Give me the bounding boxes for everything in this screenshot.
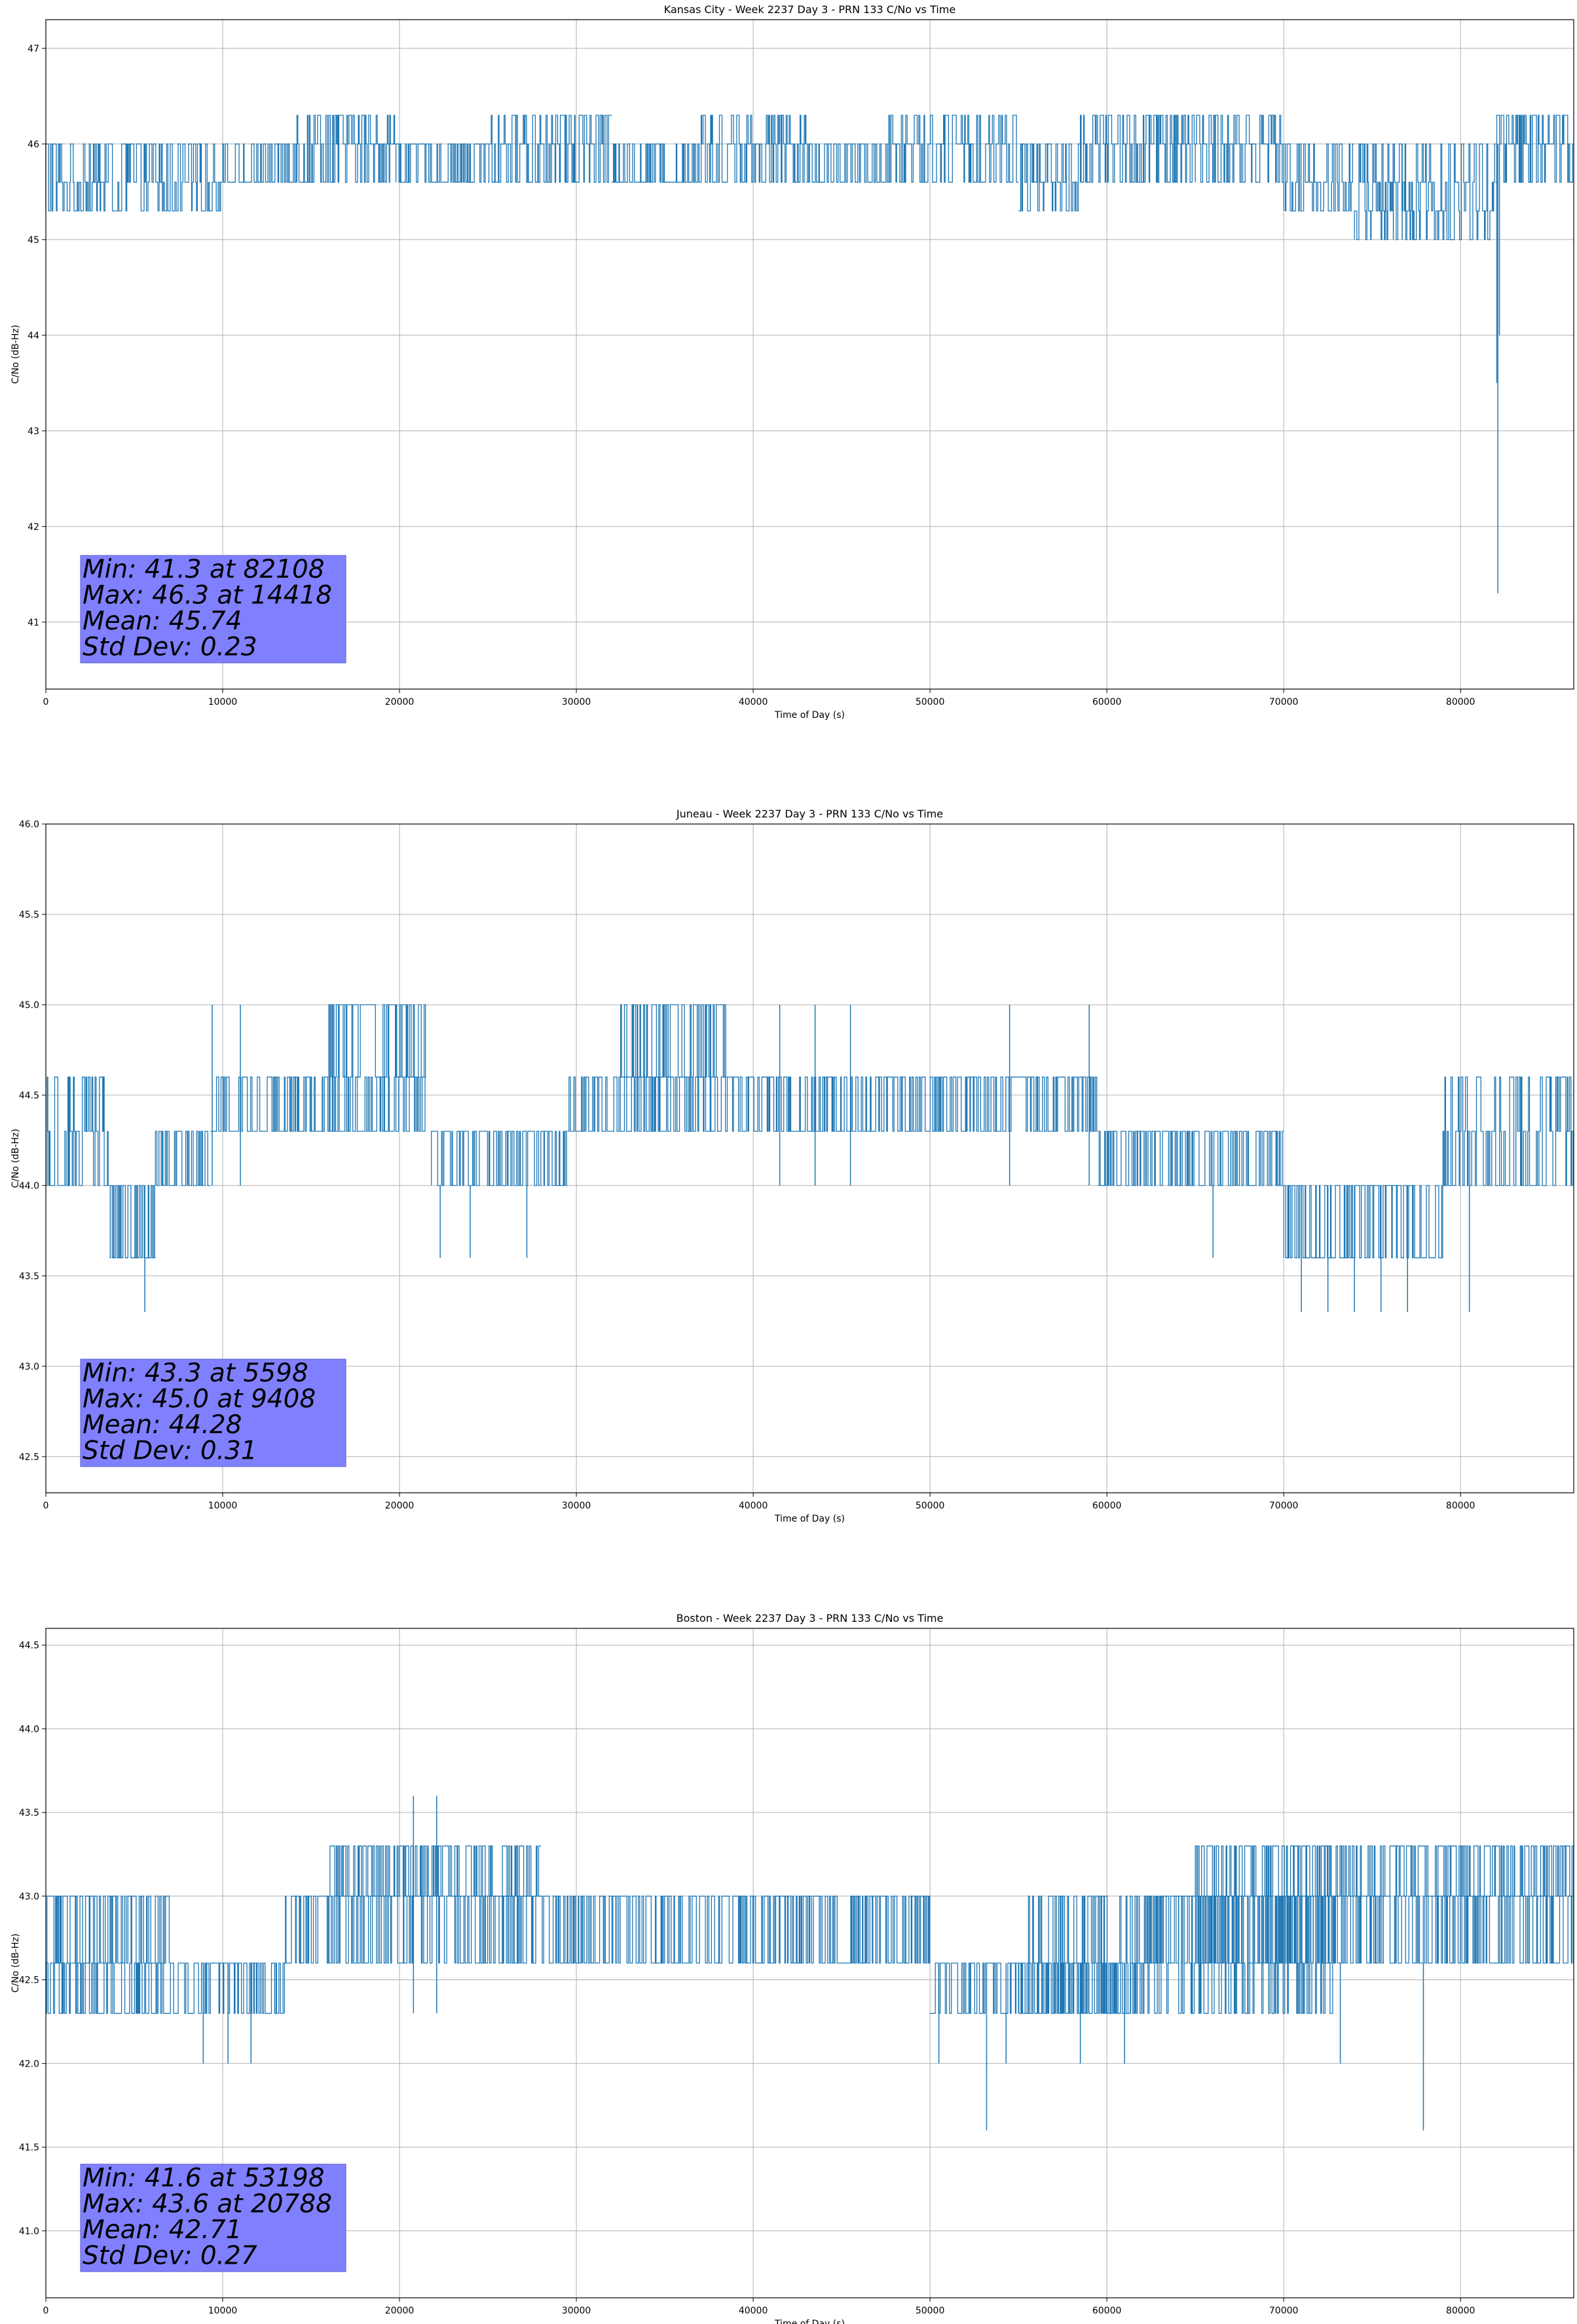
stats-box-background — [80, 2164, 346, 2272]
stats-line: Min: 43.3 at 5598 — [83, 1359, 308, 1388]
x-tick-label: 70000 — [1269, 2306, 1299, 2316]
y-tick-label: 44 — [28, 331, 39, 341]
x-tick-label: 60000 — [1092, 1501, 1122, 1511]
x-tick-label: 20000 — [385, 2306, 415, 2316]
x-tick-label: 80000 — [1446, 697, 1475, 707]
y-tick-label: 43.5 — [19, 1808, 39, 1818]
y-tick-label: 43.0 — [19, 1362, 39, 1372]
series-line — [45, 115, 1574, 240]
x-tick-label: 50000 — [916, 1501, 945, 1511]
data-series — [45, 115, 1574, 593]
stats-box-background — [80, 555, 346, 664]
stats-line: Std Dev: 0.23 — [83, 633, 257, 662]
chart-title: Kansas City - Week 2237 Day 3 - PRN 133 … — [664, 3, 955, 16]
stats-line: Max: 43.6 at 20788 — [83, 2190, 332, 2219]
stats-box-background — [80, 1359, 346, 1467]
x-tick-label: 80000 — [1446, 2306, 1475, 2316]
x-tick-label: 0 — [43, 1501, 49, 1511]
stats-line: Std Dev: 0.31 — [83, 1436, 257, 1466]
y-tick-label: 44.5 — [19, 1641, 39, 1651]
series-line — [46, 1004, 1574, 1258]
x-tick-label: 40000 — [739, 1501, 768, 1511]
y-axis-label: C/No (dB-Hz) — [10, 325, 21, 384]
stats-line: Mean: 45.74 — [83, 607, 242, 636]
x-tick-label: 20000 — [385, 697, 415, 707]
x-axis-label: Time of Day (s) — [774, 2319, 845, 2324]
y-tick-label: 46 — [28, 140, 39, 150]
y-tick-label: 45.0 — [19, 1000, 39, 1011]
x-tick-label: 50000 — [916, 697, 945, 707]
y-tick-label: 46.0 — [19, 819, 39, 830]
data-series — [46, 1004, 1574, 1313]
x-tick-label: 80000 — [1446, 1501, 1475, 1511]
x-tick-label: 10000 — [208, 2306, 238, 2316]
x-axis-label: Time of Day (s) — [774, 1514, 845, 1524]
y-tick-label: 43.0 — [19, 1892, 39, 1902]
x-tick-label: 70000 — [1269, 697, 1299, 707]
x-tick-label: 70000 — [1269, 1501, 1299, 1511]
x-tick-label: 30000 — [562, 1501, 591, 1511]
plot-frame — [45, 1628, 1574, 2298]
grid-lines — [45, 20, 1574, 689]
y-tick-label: 44.5 — [19, 1091, 39, 1101]
x-tick-label: 10000 — [208, 1501, 238, 1511]
y-tick-label: 41 — [28, 618, 39, 628]
x-tick-label: 0 — [43, 2306, 49, 2316]
y-tick-label: 45 — [28, 235, 39, 246]
chart-panel: Boston - Week 2237 Day 3 - PRN 133 C/No … — [10, 1612, 1574, 2324]
chart-panel: Kansas City - Week 2237 Day 3 - PRN 133 … — [10, 3, 1574, 721]
chart-title: Boston - Week 2237 Day 3 - PRN 133 C/No … — [677, 1612, 944, 1624]
stats-line: Mean: 44.28 — [83, 1410, 242, 1440]
x-tick-label: 30000 — [562, 697, 591, 707]
x-tick-label: 0 — [43, 697, 49, 707]
y-tick-label: 47 — [28, 44, 39, 54]
x-tick-label: 30000 — [562, 2306, 591, 2316]
x-tick-label: 50000 — [916, 2306, 945, 2316]
y-tick-label: 43 — [28, 426, 39, 437]
x-tick-label: 10000 — [208, 697, 238, 707]
y-tick-label: 42 — [28, 522, 39, 533]
y-tick-label: 41.5 — [19, 2143, 39, 2153]
chart-panel: Juneau - Week 2237 Day 3 - PRN 133 C/No … — [10, 808, 1574, 1524]
stats-line: Std Dev: 0.27 — [83, 2241, 257, 2271]
x-tick-label: 60000 — [1092, 697, 1122, 707]
data-series — [46, 1795, 1574, 2131]
y-axis-label: C/No (dB-Hz) — [10, 1934, 21, 1993]
y-tick-label: 42.0 — [19, 2059, 39, 2069]
plot-frame — [45, 19, 1574, 690]
x-tick-label: 60000 — [1092, 2306, 1122, 2316]
y-tick-label: 41.0 — [19, 2226, 39, 2237]
stats-line: Min: 41.3 at 82108 — [83, 555, 325, 584]
x-tick-label: 40000 — [739, 697, 768, 707]
stats-line: Min: 41.6 at 53198 — [83, 2164, 325, 2193]
x-tick-label: 20000 — [385, 1501, 415, 1511]
y-tick-label: 45.5 — [19, 910, 39, 920]
stats-line: Max: 45.0 at 9408 — [83, 1385, 316, 1414]
y-tick-label: 42.5 — [19, 1452, 39, 1463]
x-axis-label: Time of Day (s) — [774, 710, 845, 721]
chart-title: Juneau - Week 2237 Day 3 - PRN 133 C/No … — [676, 808, 943, 820]
y-tick-label: 43.5 — [19, 1271, 39, 1282]
y-tick-label: 42.5 — [19, 1976, 39, 1986]
y-axis-label: C/No (dB-Hz) — [10, 1129, 21, 1188]
x-tick-label: 40000 — [739, 2306, 768, 2316]
stats-line: Max: 46.3 at 14418 — [83, 581, 332, 610]
stats-line: Mean: 42.71 — [83, 2215, 242, 2245]
y-tick-label: 44.0 — [19, 1724, 39, 1734]
series-line — [46, 1845, 1574, 2014]
y-tick-label: 44.0 — [19, 1181, 39, 1191]
plot-frame — [45, 823, 1574, 1493]
